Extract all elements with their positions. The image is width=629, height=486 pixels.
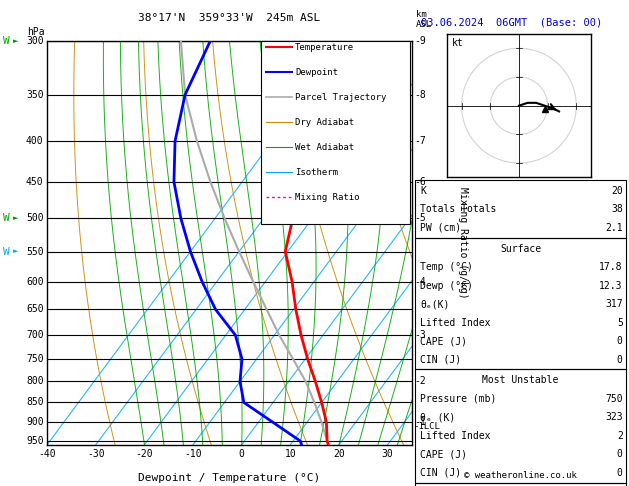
- Text: ►: ►: [13, 215, 18, 222]
- Text: Temp (°C): Temp (°C): [420, 262, 473, 272]
- Text: 0: 0: [239, 449, 245, 459]
- Text: Totals Totals: Totals Totals: [420, 205, 496, 214]
- Text: 550: 550: [26, 246, 43, 257]
- Text: 323: 323: [605, 413, 623, 422]
- Text: CAPE (J): CAPE (J): [420, 450, 467, 459]
- Text: 5: 5: [617, 318, 623, 328]
- Text: -40: -40: [38, 449, 56, 459]
- Text: -1: -1: [414, 417, 426, 427]
- Text: θₑ(K): θₑ(K): [420, 299, 450, 309]
- Text: Lifted Index: Lifted Index: [420, 318, 491, 328]
- Text: -2: -2: [414, 377, 426, 386]
- Text: 500: 500: [26, 213, 43, 224]
- Text: Isotherm: Isotherm: [295, 168, 338, 177]
- Text: 700: 700: [26, 330, 43, 340]
- Text: -3: -3: [414, 330, 426, 340]
- Text: kt: kt: [452, 38, 464, 48]
- Text: 38: 38: [611, 205, 623, 214]
- Text: 750: 750: [605, 394, 623, 404]
- Text: 0: 0: [617, 355, 623, 364]
- Text: 750: 750: [26, 354, 43, 364]
- Text: 20: 20: [611, 186, 623, 196]
- Text: 600: 600: [26, 277, 43, 287]
- Text: 30: 30: [382, 449, 394, 459]
- Text: -1LCL: -1LCL: [414, 422, 441, 431]
- Text: Wet Adiabat: Wet Adiabat: [295, 143, 354, 152]
- Text: Dry Adiabat: Dry Adiabat: [295, 118, 354, 127]
- Text: 450: 450: [26, 177, 43, 187]
- Text: -8: -8: [414, 90, 426, 100]
- Text: Pressure (mb): Pressure (mb): [420, 394, 496, 404]
- Text: 10: 10: [284, 449, 296, 459]
- Text: K: K: [420, 186, 426, 196]
- Text: hPa: hPa: [27, 27, 45, 37]
- Text: 0: 0: [617, 336, 623, 346]
- Text: 850: 850: [26, 398, 43, 407]
- Text: 2: 2: [617, 431, 623, 441]
- Text: -4: -4: [414, 277, 426, 287]
- Text: 350: 350: [26, 90, 43, 100]
- Text: 800: 800: [26, 377, 43, 386]
- Text: Dewpoint / Temperature (°C): Dewpoint / Temperature (°C): [138, 473, 321, 483]
- Text: -5: -5: [414, 213, 426, 224]
- Text: Most Unstable: Most Unstable: [482, 376, 559, 385]
- Text: ►: ►: [13, 38, 18, 44]
- Text: 400: 400: [26, 136, 43, 146]
- Text: 317: 317: [605, 299, 623, 309]
- Text: -10: -10: [184, 449, 202, 459]
- Text: Dewp (°C): Dewp (°C): [420, 281, 473, 291]
- Text: ►: ►: [13, 248, 18, 255]
- Text: -9: -9: [414, 36, 426, 46]
- Text: 300: 300: [26, 36, 43, 46]
- Text: 650: 650: [26, 304, 43, 314]
- Text: CIN (J): CIN (J): [420, 468, 461, 478]
- Text: Dewpoint: Dewpoint: [295, 68, 338, 77]
- Text: Lifted Index: Lifted Index: [420, 431, 491, 441]
- Text: Mixing Ratio: Mixing Ratio: [295, 193, 360, 202]
- Text: 12.3: 12.3: [599, 281, 623, 291]
- Text: 0: 0: [617, 468, 623, 478]
- Text: W: W: [3, 246, 10, 257]
- Text: 900: 900: [26, 417, 43, 427]
- FancyBboxPatch shape: [260, 41, 410, 225]
- Text: Temperature: Temperature: [295, 43, 354, 52]
- Text: 17.8: 17.8: [599, 262, 623, 272]
- Text: Surface: Surface: [500, 244, 541, 254]
- Text: Mixing Ratio (g/kg): Mixing Ratio (g/kg): [458, 187, 468, 299]
- Text: km
ASL: km ASL: [416, 10, 431, 29]
- Text: -6: -6: [414, 177, 426, 187]
- Text: CAPE (J): CAPE (J): [420, 336, 467, 346]
- Text: 38°17'N  359°33'W  245m ASL: 38°17'N 359°33'W 245m ASL: [138, 13, 321, 23]
- Text: Parcel Trajectory: Parcel Trajectory: [295, 93, 387, 102]
- Text: 0: 0: [617, 450, 623, 459]
- Text: -20: -20: [136, 449, 153, 459]
- Text: W: W: [3, 36, 10, 46]
- Text: -30: -30: [87, 449, 104, 459]
- Text: θₑ (K): θₑ (K): [420, 413, 455, 422]
- Text: W: W: [3, 213, 10, 224]
- Text: 20: 20: [333, 449, 345, 459]
- Text: CIN (J): CIN (J): [420, 355, 461, 364]
- Text: PW (cm): PW (cm): [420, 223, 461, 233]
- Text: © weatheronline.co.uk: © weatheronline.co.uk: [464, 471, 577, 480]
- Text: 2.1: 2.1: [605, 223, 623, 233]
- Text: 950: 950: [26, 436, 43, 446]
- Text: -7: -7: [414, 136, 426, 146]
- Text: 03.06.2024  06GMT  (Base: 00): 03.06.2024 06GMT (Base: 00): [421, 17, 603, 27]
